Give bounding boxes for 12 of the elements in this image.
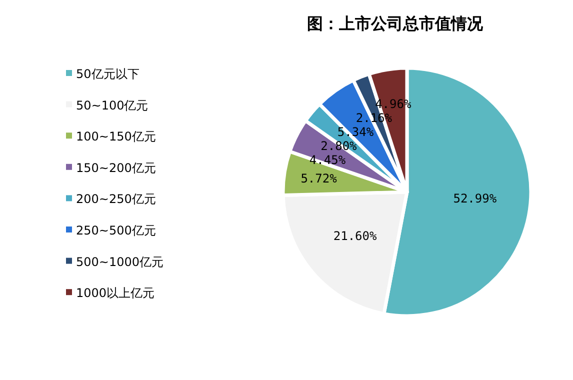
chart-title: 图：上市公司总市值情况: [307, 14, 484, 33]
legend-label: 200~250亿元: [76, 192, 156, 206]
legend-label: 1000以上亿元: [76, 286, 155, 300]
legend-label: 150~200亿元: [76, 160, 156, 175]
legend-label: 100~150亿元: [76, 130, 156, 144]
legend-label: 500~1000亿元: [76, 254, 164, 269]
data-label: 5.72%: [300, 171, 338, 186]
legend-label: 50~100亿元: [76, 98, 148, 112]
legend-label: 250~500亿元: [76, 224, 156, 238]
legend-label: 50亿元以下: [76, 67, 140, 81]
data-label: 52.99%: [453, 191, 498, 206]
data-label: 21.60%: [333, 229, 378, 244]
